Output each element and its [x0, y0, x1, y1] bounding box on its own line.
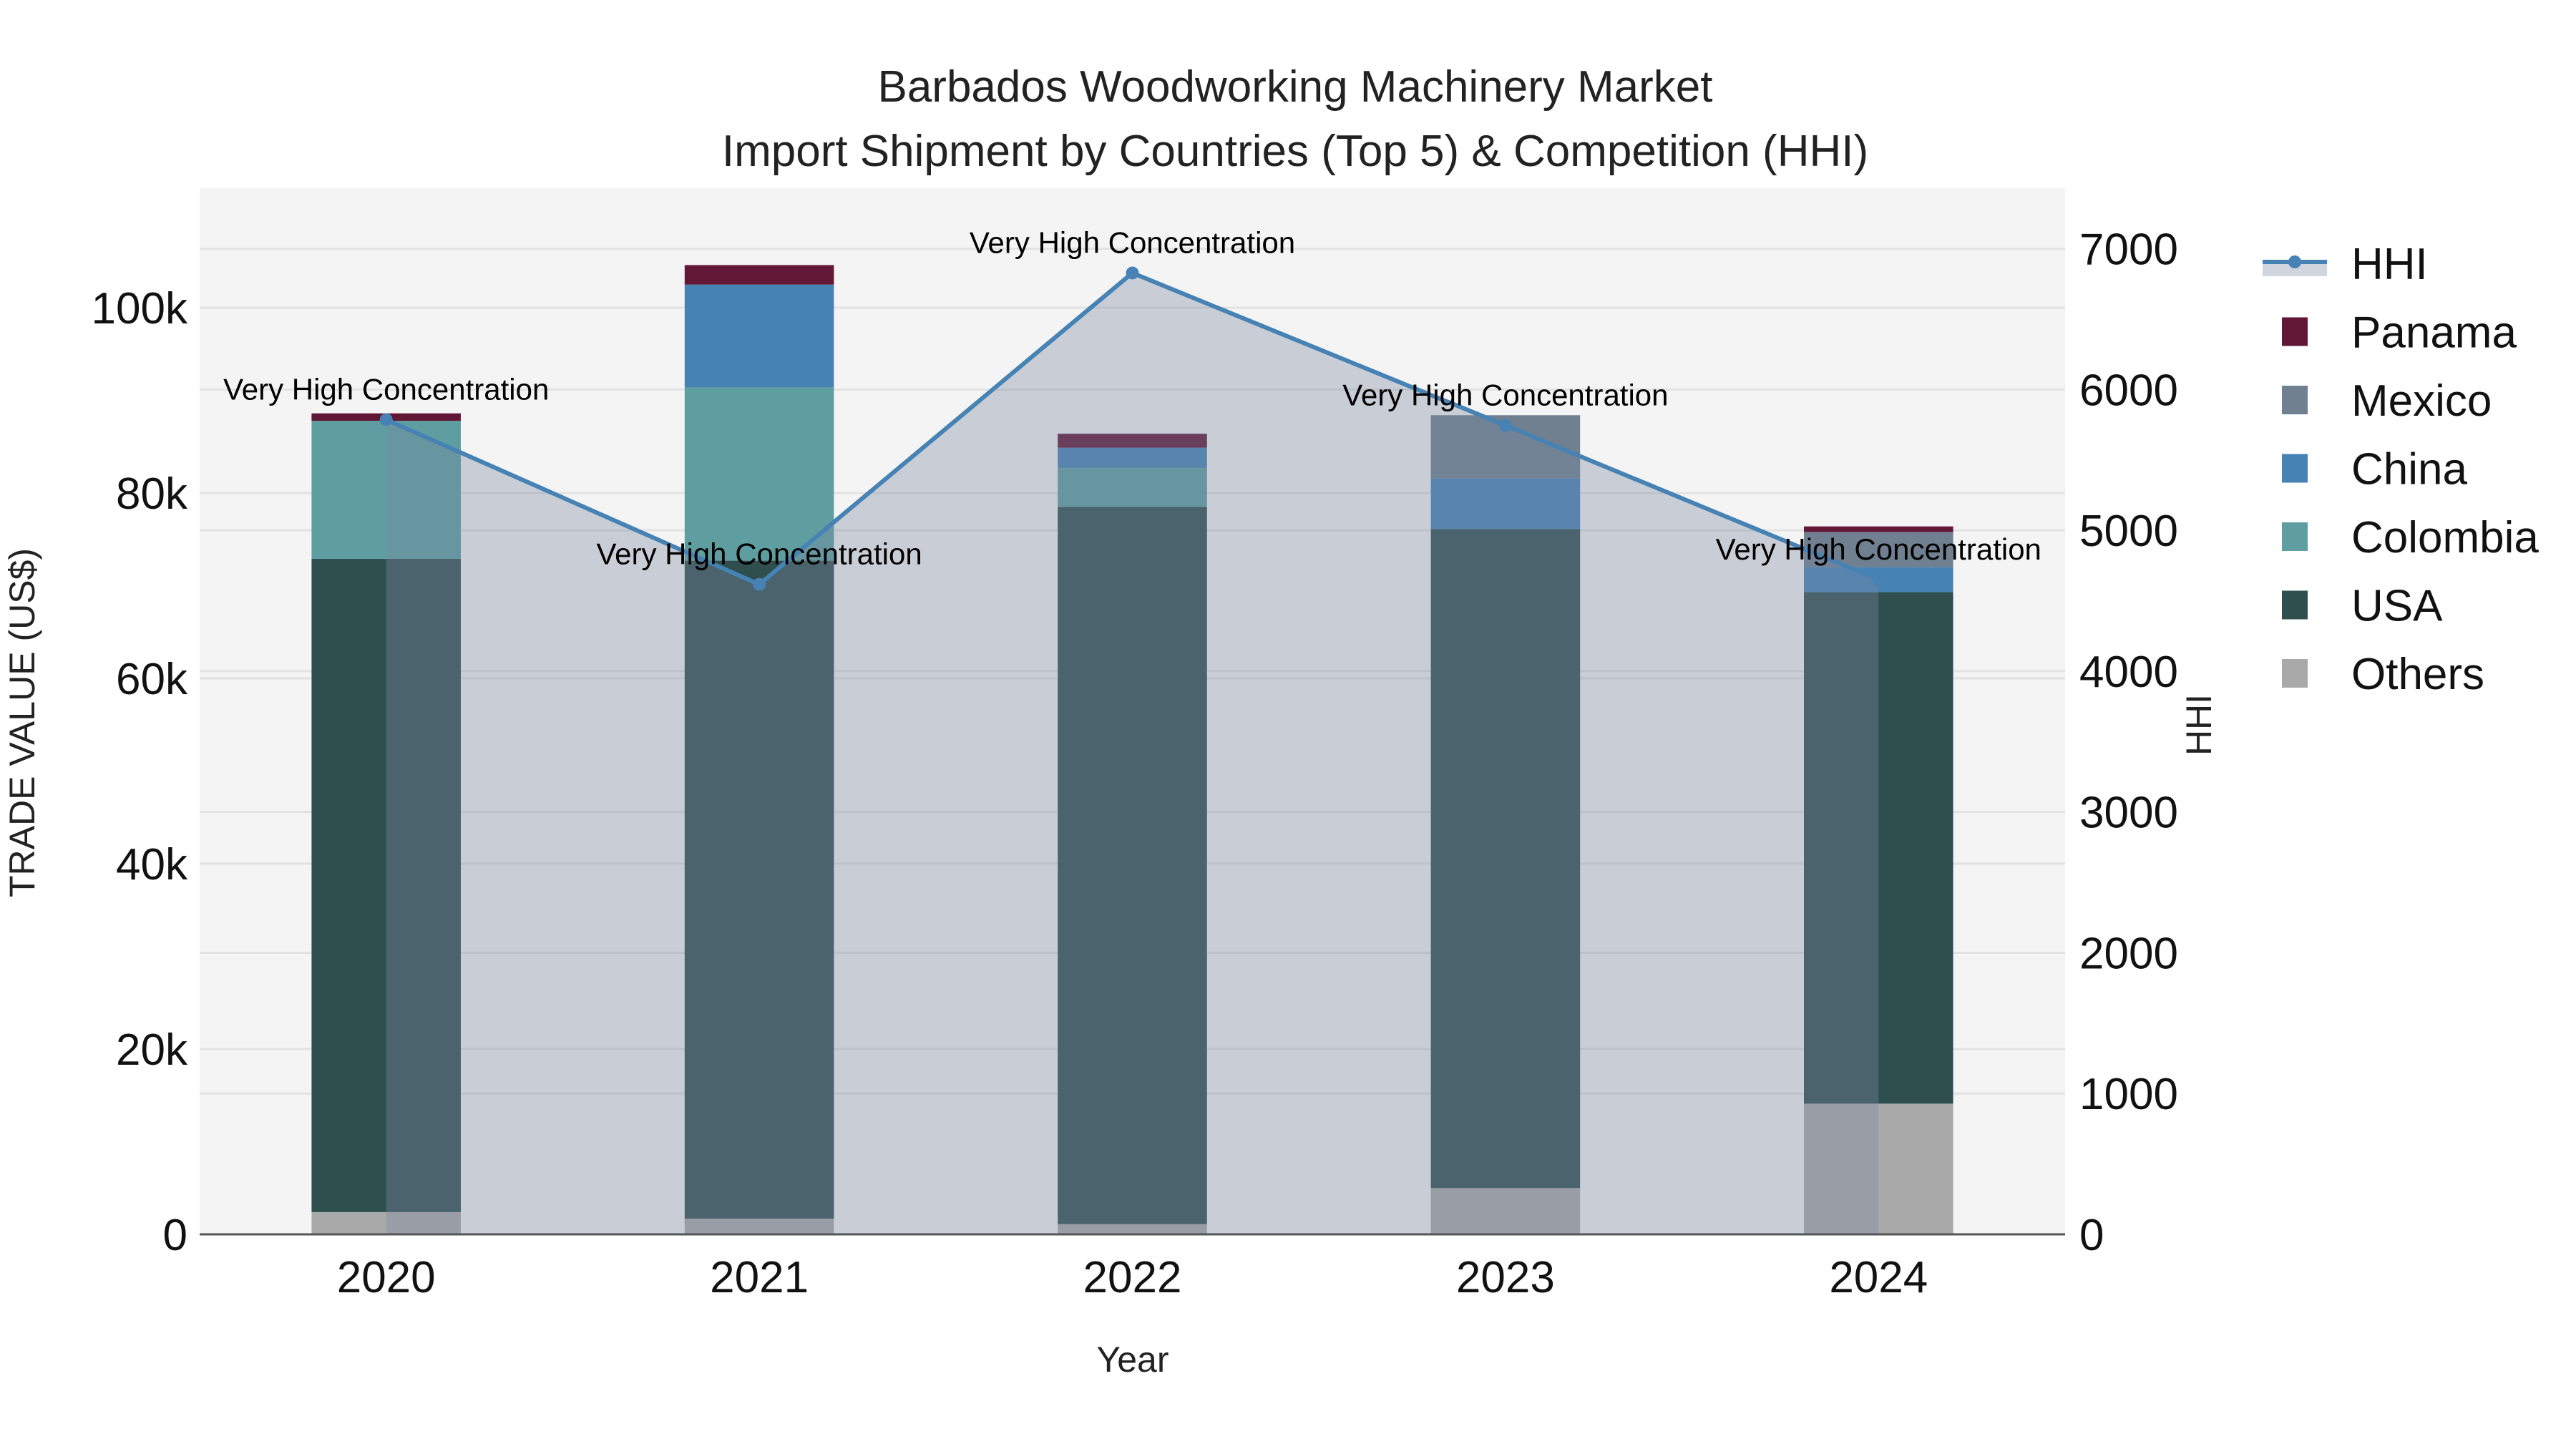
hhi-annotation: Very High Concentration: [223, 372, 549, 406]
legend-item-colombia[interactable]: Colombia: [2282, 513, 2539, 562]
hhi-marker-2022[interactable]: [1126, 266, 1139, 280]
legend-swatch-icon: [2282, 590, 2308, 620]
hhi-annotation: Very High Concentration: [596, 537, 922, 571]
legend-hhi-fill-swatch: [2263, 262, 2327, 276]
legend-label: Panama: [2351, 308, 2517, 358]
y-tick-label: 40k: [116, 840, 188, 889]
hhi-marker-2023[interactable]: [1498, 419, 1512, 432]
legend-label: Colombia: [2351, 513, 2539, 562]
bar-segment-others[interactable]: [1430, 1188, 1581, 1234]
legend-item-mexico[interactable]: Mexico: [2282, 376, 2492, 426]
hhi-line: [379, 266, 1885, 591]
y2-tick-label: 3000: [2079, 789, 2178, 838]
bar-segment-colombia[interactable]: [1058, 468, 1207, 507]
y-axis-right-ticks: 0 1000 2000 3000 4000 5000 6000 7000: [2079, 225, 2178, 1260]
bar-segment-usa[interactable]: [1430, 529, 1581, 1189]
hhi-fill: [386, 273, 1879, 1234]
x-tick-label: 2022: [1083, 1253, 1182, 1302]
y2-tick-label: 4000: [2079, 648, 2178, 697]
bar-stacks: [311, 265, 1953, 1234]
legend-label: Others: [2351, 650, 2484, 699]
legend-item-usa[interactable]: USA: [2282, 582, 2443, 631]
y2-tick-label: 7000: [2079, 225, 2178, 275]
bar-segment-usa[interactable]: [684, 560, 834, 1219]
bar-segment-others[interactable]: [1804, 1103, 1953, 1234]
y2-tick-label: 1000: [2079, 1070, 2178, 1119]
legend-swatch-icon: [2282, 386, 2308, 414]
bar-segment-colombia[interactable]: [684, 387, 834, 561]
hhi-marker-2020[interactable]: [379, 413, 393, 426]
hhi-area-fill: [386, 273, 1879, 1234]
bar-segment-others[interactable]: [311, 1211, 461, 1234]
legend-hhi-marker-icon: [2288, 255, 2301, 268]
y-tick-label: 60k: [116, 655, 188, 704]
y-axis-left-title: TRADE VALUE (US$): [2, 548, 42, 897]
y-tick-label: 20k: [116, 1025, 188, 1075]
legend-item-panama[interactable]: Panama: [2282, 308, 2517, 358]
bar-stack-2024[interactable]: [1804, 526, 1953, 1234]
chart-subtitle: Import Shipment by Countries (Top 5) & C…: [722, 127, 1868, 176]
legend-label: China: [2351, 445, 2468, 494]
legend-swatch-icon: [2282, 454, 2308, 483]
hhi-marker-2024[interactable]: [1872, 573, 1885, 587]
bar-segment-panama[interactable]: [1804, 526, 1953, 532]
y-tick-label: 0: [163, 1211, 187, 1260]
y2-tick-label: 6000: [2079, 366, 2178, 415]
legend-label: USA: [2351, 582, 2443, 631]
legend-label: HHI: [2351, 240, 2428, 289]
legend-item-others[interactable]: Others: [2282, 650, 2484, 699]
x-tick-label: 2020: [337, 1253, 436, 1302]
legend-label: Mexico: [2351, 376, 2492, 426]
hhi-annotation: Very High Concentration: [1342, 379, 1668, 412]
hhi-annotation: Very High Concentration: [970, 225, 1295, 259]
bar-segment-china[interactable]: [684, 284, 834, 388]
x-axis-ticks: 2020 2021 2022 2023 2024: [337, 1253, 1928, 1302]
legend-item-china[interactable]: China: [2282, 445, 2468, 494]
hhi-annotations: Very High Concentration Very High Concent…: [223, 225, 2041, 570]
bar-segment-panama[interactable]: [1058, 434, 1207, 448]
y-axis-left-ticks: 0 20k 40k 60k 80k 100k: [92, 284, 188, 1260]
bar-segment-panama[interactable]: [684, 265, 834, 285]
bar-segment-others[interactable]: [684, 1218, 834, 1234]
bar-segment-others[interactable]: [1058, 1224, 1207, 1234]
chart-title-line-1: Barbados Woodworking Machinery Market: [877, 62, 1712, 112]
bar-stack-2022[interactable]: [1058, 434, 1207, 1234]
chart-title: Barbados Woodworking Machinery Market Im…: [722, 62, 1868, 176]
legend-swatch-icon: [2282, 659, 2308, 688]
bar-segment-china[interactable]: [1430, 478, 1581, 530]
legend: HHI Panama Mexico China Colombia USA Others: [2263, 240, 2539, 699]
bar-segment-usa[interactable]: [1058, 507, 1207, 1224]
y2-tick-label: 2000: [2079, 929, 2178, 978]
hhi-annotation: Very High Concentration: [1716, 532, 2041, 566]
x-tick-label: 2021: [710, 1253, 809, 1302]
bar-stack-2021[interactable]: [684, 265, 834, 1234]
bar-segment-china[interactable]: [1058, 447, 1207, 469]
x-axis-title: Year: [1096, 1340, 1169, 1380]
y-tick-label: 100k: [92, 284, 188, 333]
y2-tick-label: 5000: [2079, 507, 2178, 556]
bar-segment-usa[interactable]: [311, 558, 461, 1212]
legend-swatch-icon: [2282, 317, 2308, 346]
legend-swatch-icon: [2282, 522, 2308, 551]
x-tick-label: 2024: [1829, 1253, 1928, 1302]
bar-stack-2023[interactable]: [1430, 415, 1581, 1234]
legend-item-hhi[interactable]: HHI: [2263, 240, 2428, 289]
hhi-marker-2021[interactable]: [753, 577, 766, 591]
y-tick-label: 80k: [116, 469, 188, 519]
x-tick-label: 2023: [1456, 1253, 1555, 1302]
y2-tick-label: 0: [2079, 1211, 2104, 1260]
y-axis-right-title: HHI: [2179, 694, 2219, 756]
bar-segment-usa[interactable]: [1804, 592, 1953, 1104]
